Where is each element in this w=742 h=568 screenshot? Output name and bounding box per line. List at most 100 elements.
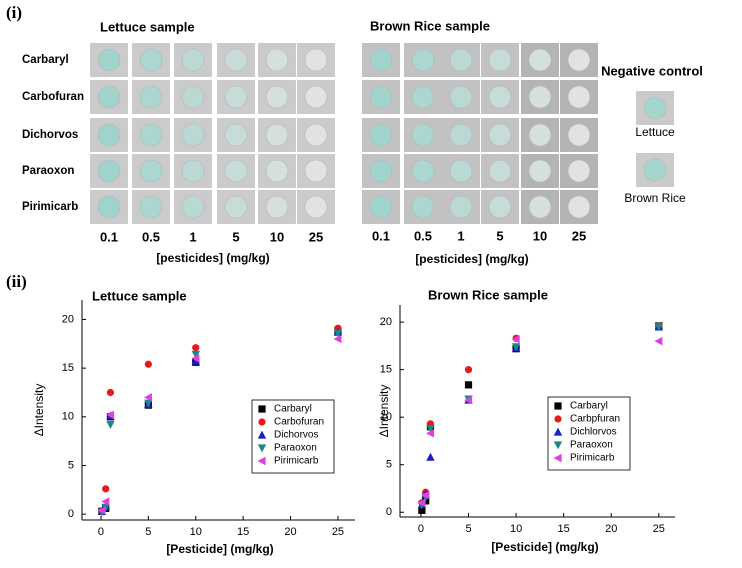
x-tick-label: 20 [284,526,296,538]
test-spot [258,118,296,152]
spot [265,85,289,109]
spot [528,195,552,219]
test-spot [362,118,400,152]
y-tick-label: 0 [68,508,74,520]
spot [181,85,205,109]
spot [304,159,328,183]
spot [304,123,328,147]
test-spot [404,43,442,77]
test-spot [404,190,442,224]
test-spot [297,118,335,152]
spot [224,48,248,72]
test-spot [297,154,335,188]
test-spot [362,154,400,188]
test-spot [481,80,519,114]
spot [449,48,473,72]
test-spot [404,154,442,188]
y-tick-label: 10 [380,411,392,423]
test-spot [132,190,170,224]
spot [224,85,248,109]
y-tick-label: 15 [380,364,392,376]
spot [488,85,512,109]
legend-label: Carbaryl [274,404,312,415]
test-spot [297,190,335,224]
test-spot [442,190,480,224]
row-label: Pirimicarb [22,201,78,213]
test-spot [297,80,335,114]
marker [106,388,115,397]
spot [411,85,435,109]
marker [654,336,663,346]
marker [102,485,110,493]
test-spot [258,190,296,224]
legend-label: Dichlorvos [570,427,617,438]
test-spot [362,190,400,224]
column-label: 25 [572,228,586,243]
marker [511,343,521,352]
test-spot [174,43,212,77]
test-spot [560,118,598,152]
spot [181,123,205,147]
control-label: Brown Rice [624,191,686,205]
spot [97,85,121,109]
column-label: 0.1 [372,228,390,243]
spot [224,123,248,147]
test-spot [90,190,128,224]
row-label: Dichorvos [22,129,78,141]
marker [191,356,200,365]
spot [304,85,328,109]
spot [369,123,393,147]
spot [488,123,512,147]
marker [143,393,152,402]
test-spot [521,154,559,188]
marker [144,399,153,408]
column-label: 10 [533,228,547,243]
x-tick-label: 0 [418,523,424,535]
chart-title: Brown Rice sample [428,287,548,302]
spot [181,48,205,72]
spot [449,123,473,147]
test-spot [442,80,480,114]
spot [449,85,473,109]
spot [265,159,289,183]
legend-box [251,399,335,474]
marker [333,329,343,338]
legend-label: Paraoxon [570,440,613,451]
test-spot [560,80,598,114]
spot [224,195,248,219]
spot [528,159,552,183]
spot [567,123,591,147]
column-label: 0.5 [414,228,432,243]
y-tick-label: 20 [62,313,74,325]
legend-marker [257,430,267,439]
row-label: Carbofuran [22,91,84,103]
y-tick-label: 5 [386,459,392,471]
spot [265,48,289,72]
spot [567,48,591,72]
marker [97,506,106,515]
legend-label: Carbofuran [274,417,324,428]
test-spot [521,190,559,224]
test-spot [560,43,598,77]
column-label: 0.1 [100,229,118,244]
test-spot [174,80,212,114]
spot [567,159,591,183]
marker [417,498,426,507]
x-axis-label: [Pesticide] (mg/kg) [491,540,598,554]
x-tick-label: 5 [145,526,151,538]
legend-marker [553,441,563,450]
axis-label: [pesticides] (mg/kg) [156,251,269,265]
spot [369,159,393,183]
test-spot [481,43,519,77]
marker [101,497,110,506]
row-label: Carbaryl [22,54,69,66]
test-spot [481,118,519,152]
test-spot [90,118,128,152]
marker [654,323,664,332]
spot [97,48,121,72]
x-tick-label: 0 [98,526,104,538]
x-tick-label: 15 [558,523,570,535]
marker [464,395,473,405]
legend-marker [258,418,266,426]
test-spot [481,154,519,188]
